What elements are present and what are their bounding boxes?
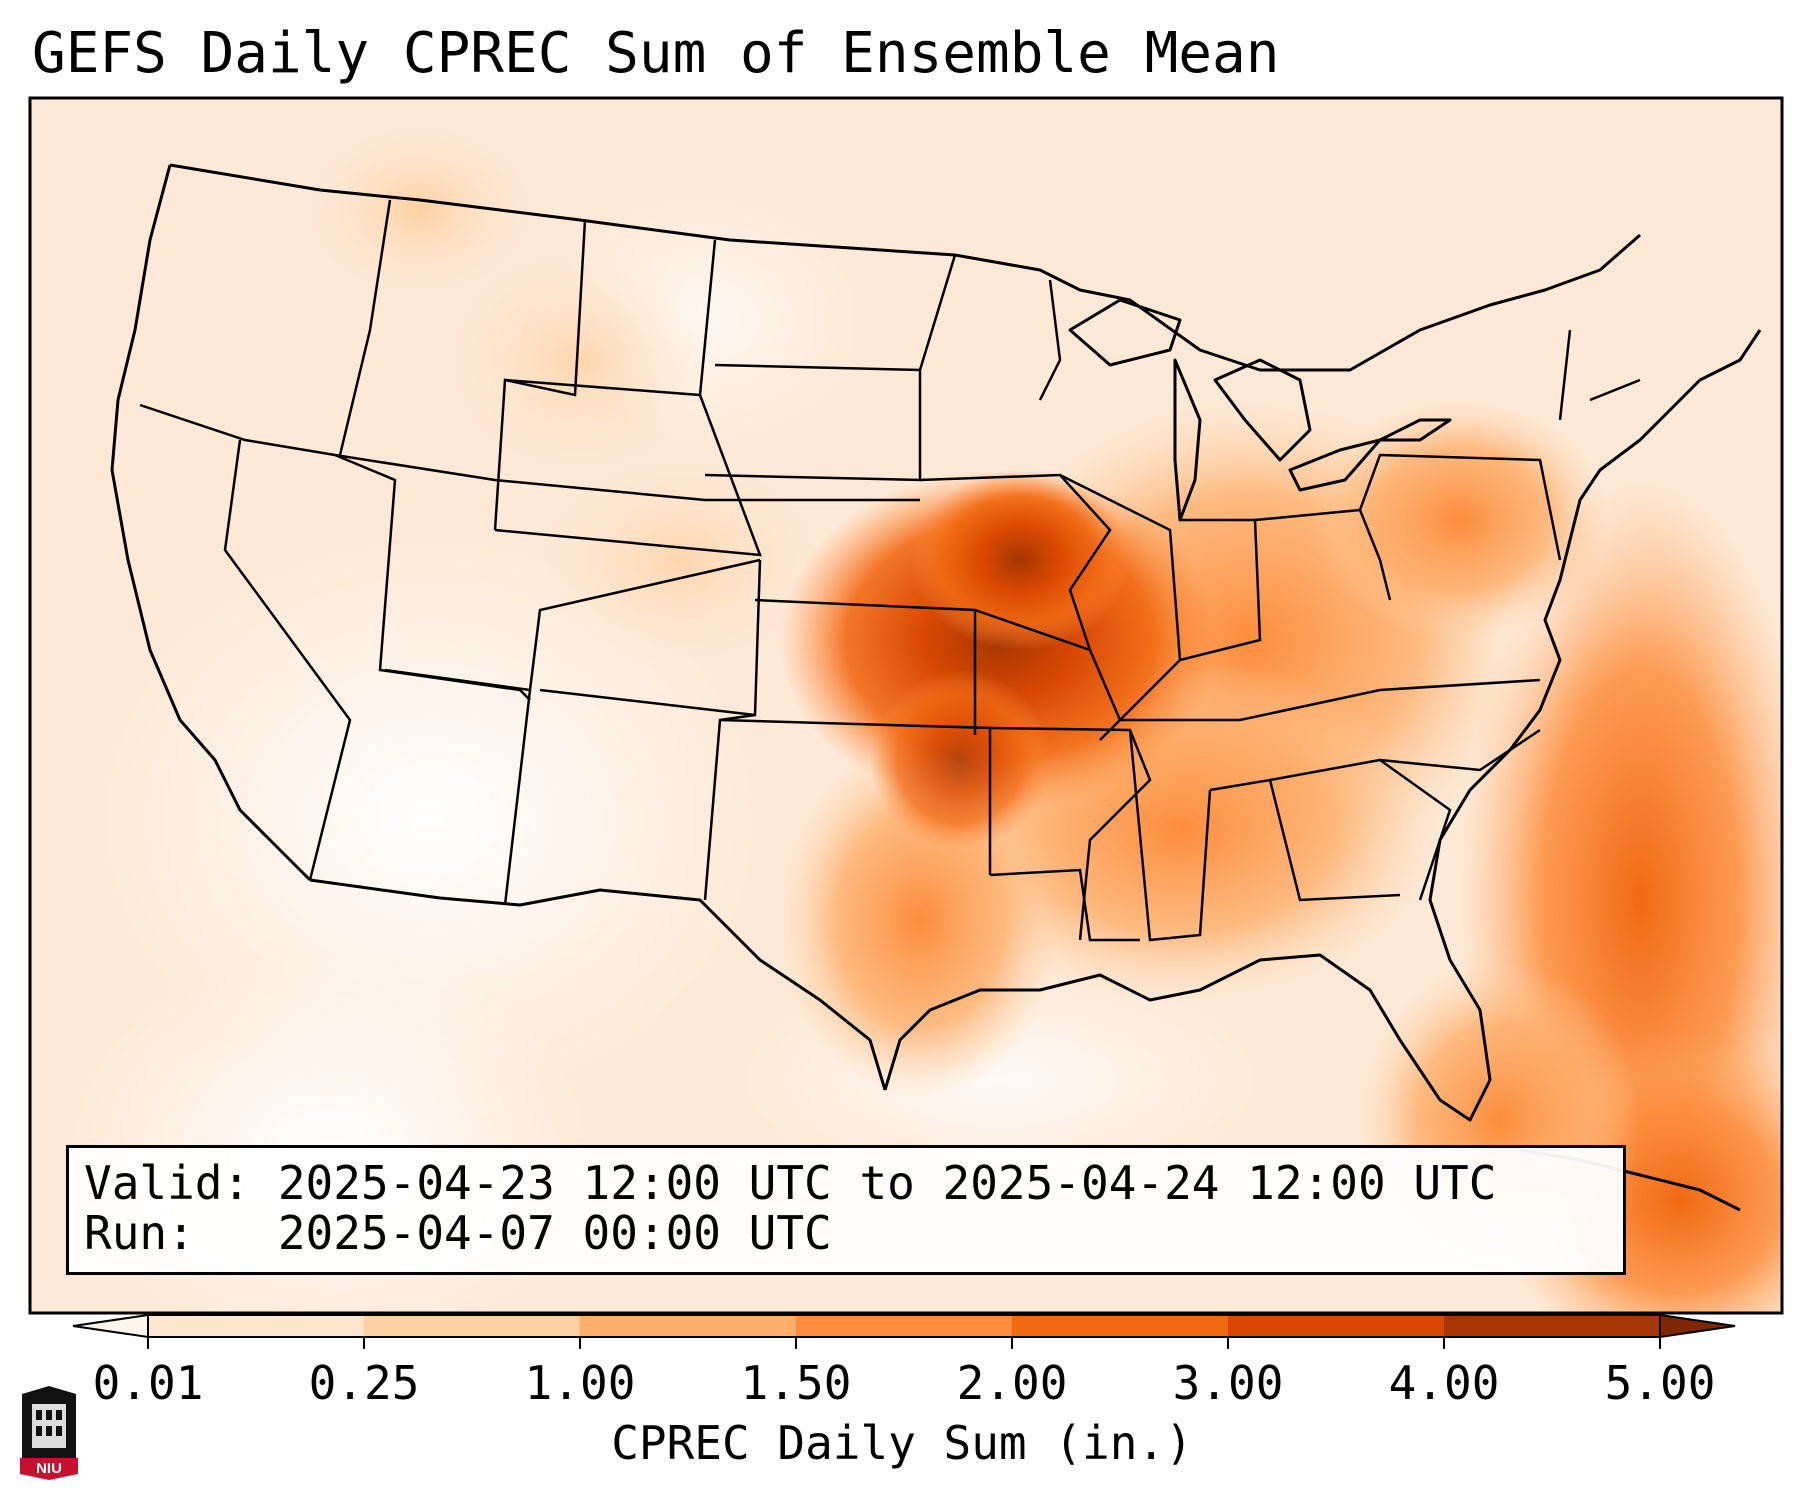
map-frame bbox=[28, 96, 1784, 1315]
boundary-lines bbox=[110, 163, 1762, 1212]
colorbar-label: CPREC Daily Sum (in.) bbox=[611, 1416, 1193, 1470]
colorbar-tick-label: 2.00 bbox=[956, 1356, 1068, 1410]
colorbar-cell bbox=[580, 1315, 797, 1337]
colorbar-cell bbox=[364, 1315, 581, 1337]
niu-logo: NIU bbox=[20, 1386, 78, 1480]
colorbar-tick-label: 4.00 bbox=[1388, 1356, 1500, 1410]
colorbar-tick-label: 3.00 bbox=[1172, 1356, 1284, 1410]
colorbar-ticks bbox=[147, 1337, 1661, 1349]
colorbar-outline bbox=[147, 1314, 1661, 1338]
colorbar-extend-min bbox=[72, 1313, 149, 1339]
colorbar-cell bbox=[796, 1315, 1013, 1337]
colorbar-tick-label: 0.01 bbox=[92, 1356, 204, 1410]
colorbar-tick-label: 5.00 bbox=[1604, 1356, 1716, 1410]
colorbar-cell bbox=[1444, 1315, 1661, 1337]
precip-field bbox=[30, 98, 1782, 1313]
colorbar-cells bbox=[72, 1313, 1736, 1339]
colorbar-cell bbox=[1228, 1315, 1445, 1337]
colorbar-tick-label: 0.25 bbox=[308, 1356, 420, 1410]
run-time-text: Run: 2025-04-07 00:00 UTC bbox=[84, 1206, 832, 1260]
colorbar-tick-label: 1.00 bbox=[524, 1356, 636, 1410]
colorbar-tick-label: 1.50 bbox=[740, 1356, 852, 1410]
colorbar-cell bbox=[148, 1315, 365, 1337]
colorbar-cell bbox=[1012, 1315, 1229, 1337]
state-lines bbox=[139, 199, 1641, 942]
valid-time-text: Valid: 2025-04-23 12:00 UTC to 2025-04-2… bbox=[84, 1156, 1497, 1210]
info-box: Valid: 2025-04-23 12:00 UTC to 2025-04-2… bbox=[66, 1145, 1626, 1275]
logo-text: NIU bbox=[36, 1460, 62, 1477]
map-title: GEFS Daily CPREC Sum of Ensemble Mean bbox=[32, 21, 1280, 86]
colorbar-extend-max bbox=[1659, 1313, 1736, 1339]
